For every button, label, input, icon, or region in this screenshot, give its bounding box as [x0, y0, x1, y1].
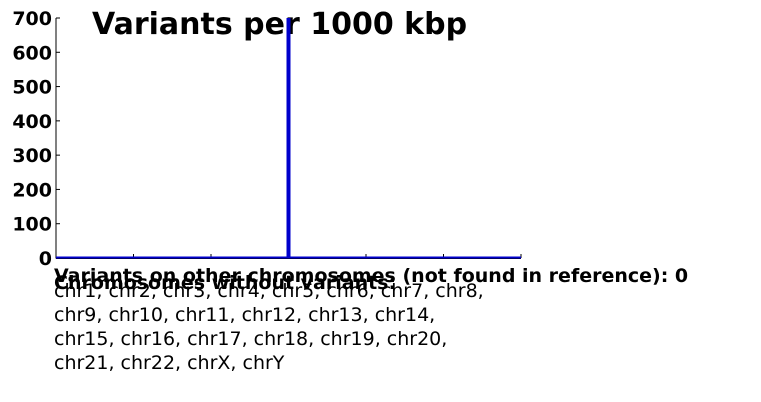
y-tick-label: 700	[12, 8, 52, 30]
other-chromosomes-note: Variants on other chromosomes (not found…	[54, 265, 689, 287]
y-tick-label: 500	[12, 77, 52, 99]
y-tick-label: 100	[12, 214, 52, 236]
series-group	[56, 18, 521, 259]
y-tick-labels: 0 100 200 300 400 500 600 700	[12, 8, 52, 270]
y-tick-label: 400	[12, 111, 52, 133]
y-tick-label: 200	[12, 179, 52, 201]
y-tick-label: 0	[39, 248, 52, 270]
chart-title: Variants per 1000 kbp	[92, 7, 467, 42]
variants-chart: Variants per 1000 kbp 0 100 200 300 400 500 60…	[12, 7, 522, 270]
without-variants-list: chr1, chr2, chr3, chr4, chr5, chr6, chr7…	[54, 280, 484, 374]
y-tick-label: 600	[12, 42, 52, 64]
without-variants-heading: Chromosomes without variants:	[54, 272, 397, 294]
y-tick-label: 300	[12, 145, 52, 167]
